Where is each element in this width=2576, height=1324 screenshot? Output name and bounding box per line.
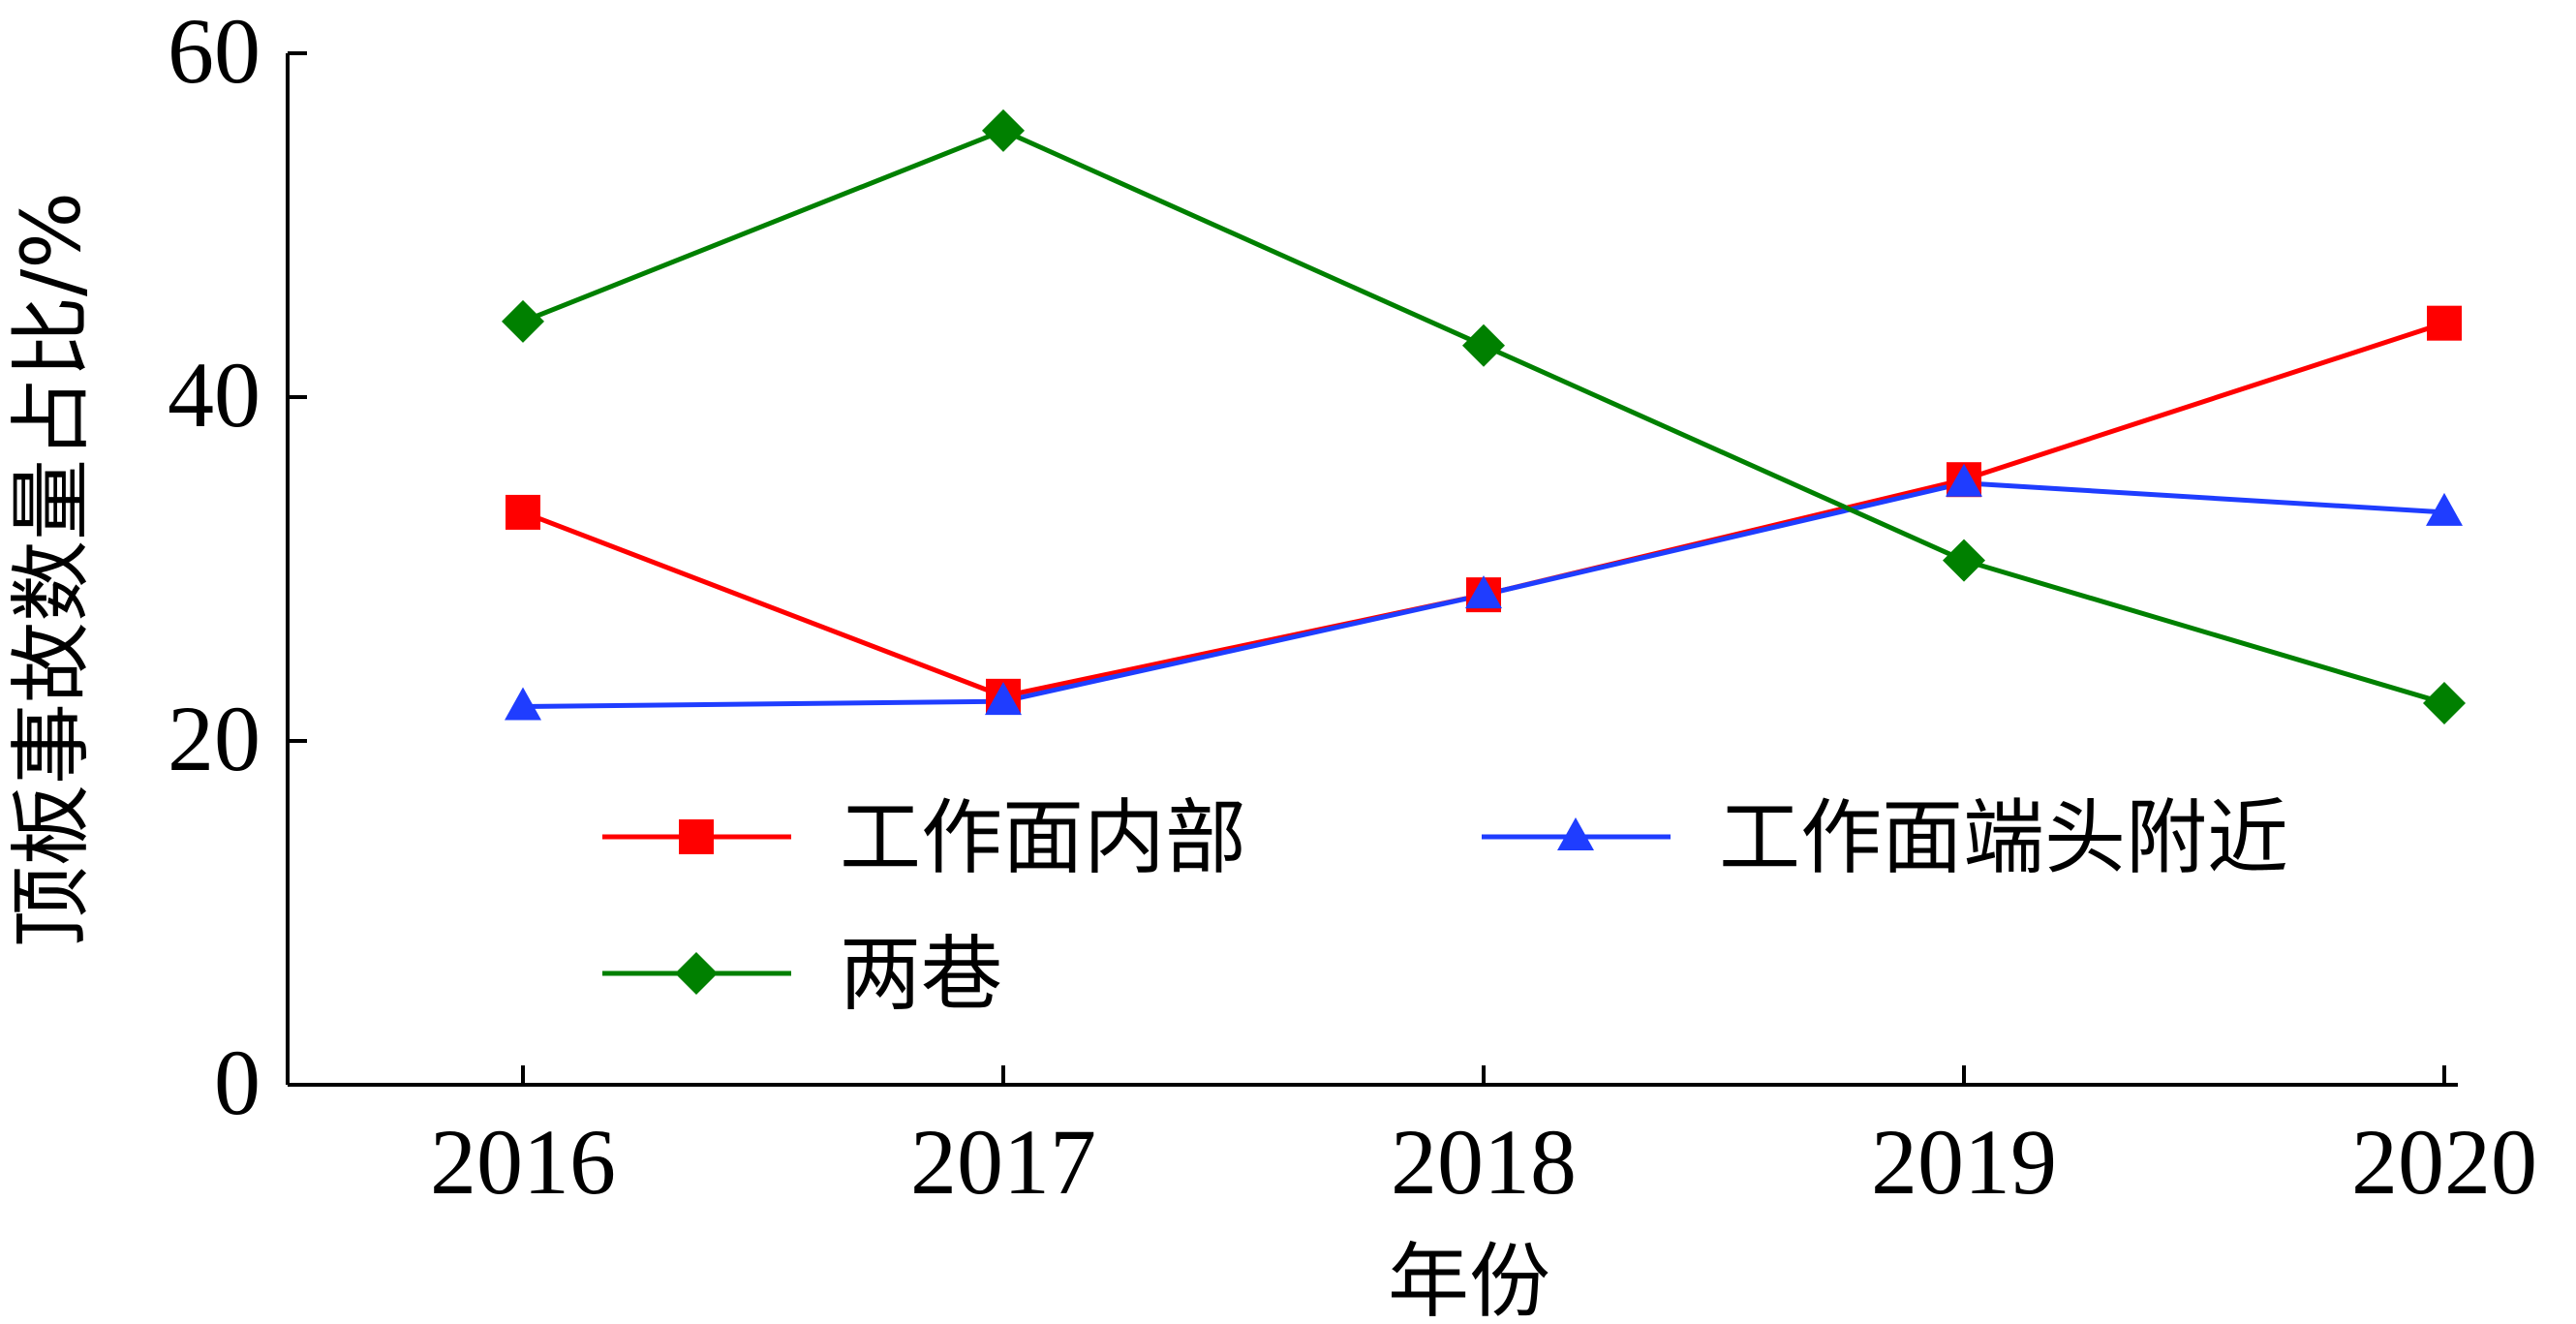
y-tick-label: 60 (168, 0, 261, 103)
x-tick-label: 2018 (1391, 1110, 1577, 1214)
data-point-roadway (502, 299, 544, 343)
series-group (502, 108, 2466, 724)
data-point-roadway (1943, 539, 1985, 582)
data-point-end (985, 682, 1022, 716)
y-axis-title: 顶板事故数量占比/% (4, 192, 99, 947)
y-tick-label: 20 (168, 687, 261, 790)
legend-label-roadway: 两巷 (840, 927, 1002, 1022)
x-ticks: 2016 2017 2018 2019 2020 (430, 1065, 2537, 1214)
x-axis-title: 年份 (1388, 1234, 1550, 1324)
data-point-end (505, 687, 541, 721)
data-point-roadway (1462, 323, 1505, 367)
series-line-internal (522, 321, 2445, 699)
data-point-roadway (2423, 681, 2466, 724)
legend-marker-roadway (675, 952, 718, 995)
y-tick-label: 0 (214, 1031, 261, 1134)
data-point-end (1465, 575, 1502, 609)
legend-label-internal: 工作面内部 (840, 790, 1246, 885)
x-tick-label: 2016 (430, 1110, 616, 1214)
data-point-end (1946, 463, 1982, 497)
legend-marker-end (1557, 817, 1594, 850)
y-tick-label: 40 (168, 343, 261, 446)
data-point-internal (506, 494, 540, 530)
data-point-internal (2427, 305, 2462, 341)
x-tick-label: 2019 (1871, 1110, 2057, 1214)
axes (286, 53, 2458, 1087)
data-point-end (2426, 492, 2463, 526)
legend-label-end: 工作面端头附近 (1719, 790, 2288, 885)
y-ticks: 0 20 40 60 (168, 0, 307, 1134)
x-tick-label: 2017 (910, 1110, 1096, 1214)
x-tick-label: 2020 (2351, 1110, 2537, 1214)
legend-marker-internal (679, 819, 714, 854)
data-point-roadway (982, 108, 1025, 152)
